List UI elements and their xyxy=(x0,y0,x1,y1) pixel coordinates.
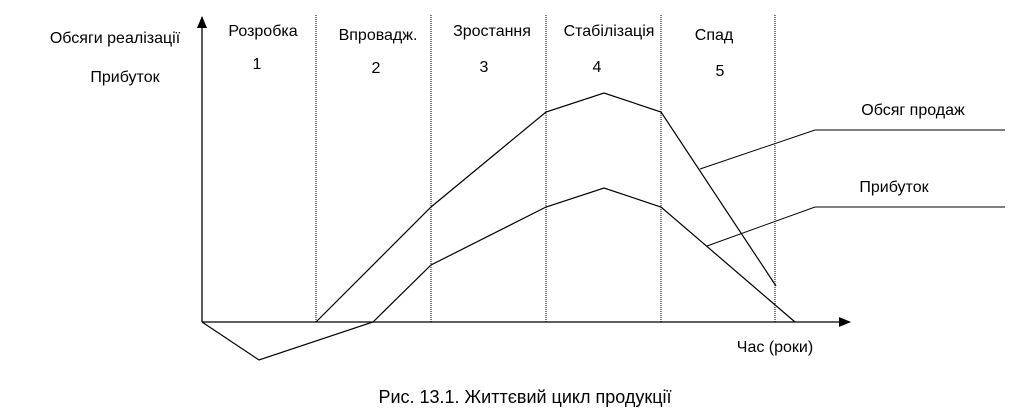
stage-number: 4 xyxy=(593,59,602,76)
stage-name: Спад xyxy=(695,27,734,44)
stage-name: Стабілізація xyxy=(564,23,655,40)
x-axis-label: Час (роки) xyxy=(737,339,813,356)
sales-curve-label: Обсяг продаж xyxy=(861,102,965,119)
stage-name: Зростання xyxy=(453,23,531,40)
y-axis-label-profit: Прибуток xyxy=(90,69,160,86)
stage-name: Розробка xyxy=(228,23,297,40)
stage-number: 2 xyxy=(372,60,381,77)
profit-leader-line xyxy=(706,206,1005,247)
sales-leader-line xyxy=(699,129,1005,170)
y-axis-label-sales: Обсяги реалізації xyxy=(50,30,181,47)
sales-curve xyxy=(315,92,777,323)
profit-curve xyxy=(201,187,796,361)
stage-number: 3 xyxy=(480,59,489,76)
figure-caption: Рис. 13.1. Життєвий цикл продукції xyxy=(378,387,671,407)
stage-number: 5 xyxy=(716,63,725,80)
stage-name: Впровадж. xyxy=(339,27,418,44)
profit-curve-label: Прибуток xyxy=(859,179,929,196)
stage-number: 1 xyxy=(253,56,262,73)
stage-dividers xyxy=(315,15,776,322)
